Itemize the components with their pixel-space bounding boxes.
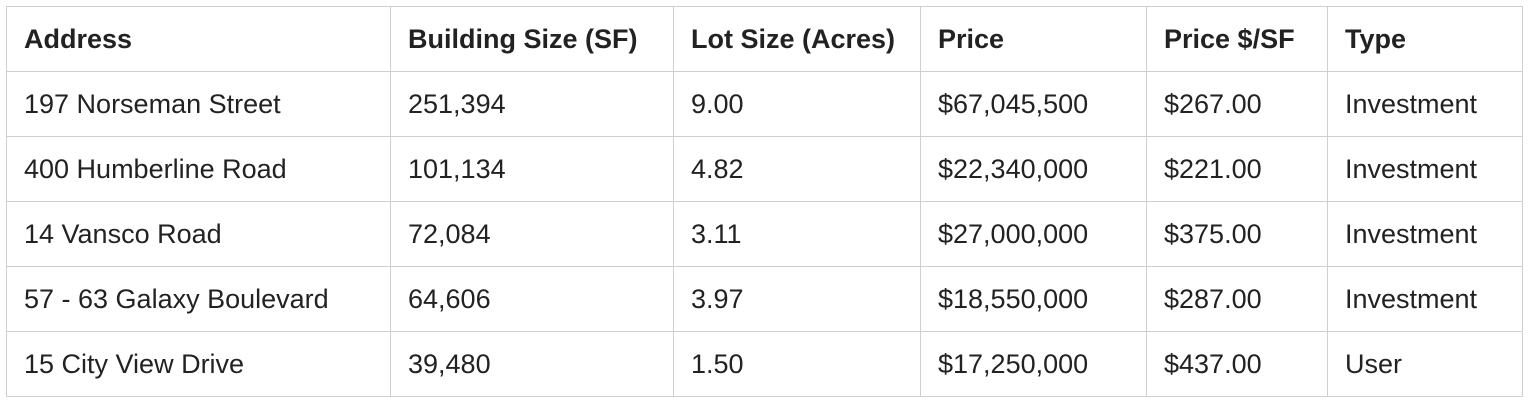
table-cell: 101,134	[390, 136, 674, 202]
table-cell: 14 Vansco Road	[6, 201, 391, 267]
table-cell: 39,480	[390, 331, 674, 397]
table-cell: $375.00	[1146, 201, 1328, 267]
page: Address Building Size (SF) Lot Size (Acres…	[6, 6, 1523, 397]
table-cell: User	[1327, 331, 1523, 397]
table-cell: 72,084	[390, 201, 674, 267]
table-header: Address Building Size (SF) Lot Size (Acres…	[6, 6, 1523, 72]
column-header: Price	[920, 6, 1147, 72]
table-cell: $437.00	[1146, 331, 1328, 397]
table-cell: $22,340,000	[920, 136, 1147, 202]
table-cell: 4.82	[673, 136, 921, 202]
table-cell: Investment	[1327, 266, 1523, 332]
table-cell: $67,045,500	[920, 71, 1147, 137]
table-cell: Investment	[1327, 136, 1523, 202]
table-cell: 1.50	[673, 331, 921, 397]
header-row: Address Building Size (SF) Lot Size (Acres…	[6, 6, 1523, 72]
table-cell: 9.00	[673, 71, 921, 137]
table-row: 400 Humberline Road 101,134 4.82 $22,340,00…	[6, 136, 1523, 202]
table-cell: $18,550,000	[920, 266, 1147, 332]
column-header: Address	[6, 6, 391, 72]
table-cell: $221.00	[1146, 136, 1328, 202]
table-cell: $27,000,000	[920, 201, 1147, 267]
table-body: 197 Norseman Street 251,394 9.00 $67,045,50…	[6, 71, 1523, 397]
table-cell: Investment	[1327, 201, 1523, 267]
column-header: Price $/SF	[1146, 6, 1328, 72]
table-row: 197 Norseman Street 251,394 9.00 $67,045,50…	[6, 71, 1523, 137]
table-cell: 251,394	[390, 71, 674, 137]
table-cell: 197 Norseman Street	[6, 71, 391, 137]
table-cell: $17,250,000	[920, 331, 1147, 397]
table-cell: 64,606	[390, 266, 674, 332]
table-cell: 3.97	[673, 266, 921, 332]
table-row: 15 City View Drive 39,480 1.50 $17,250,000 $…	[6, 331, 1523, 397]
column-header: Building Size (SF)	[390, 6, 674, 72]
column-header: Lot Size (Acres)	[673, 6, 921, 72]
table-row: 14 Vansco Road 72,084 3.11 $27,000,000 $375.…	[6, 201, 1523, 267]
table-cell: 3.11	[673, 201, 921, 267]
table-row: 57 - 63 Galaxy Boulevard 64,606 3.97 $18,55…	[6, 266, 1523, 332]
table-cell: 400 Humberline Road	[6, 136, 391, 202]
table-cell: 57 - 63 Galaxy Boulevard	[6, 266, 391, 332]
table-cell: $267.00	[1146, 71, 1328, 137]
table-cell: Investment	[1327, 71, 1523, 137]
table-cell: $287.00	[1146, 266, 1328, 332]
data-table: Address Building Size (SF) Lot Size (Acres…	[6, 6, 1523, 397]
table-cell: 15 City View Drive	[6, 331, 391, 397]
column-header: Type	[1327, 6, 1523, 72]
